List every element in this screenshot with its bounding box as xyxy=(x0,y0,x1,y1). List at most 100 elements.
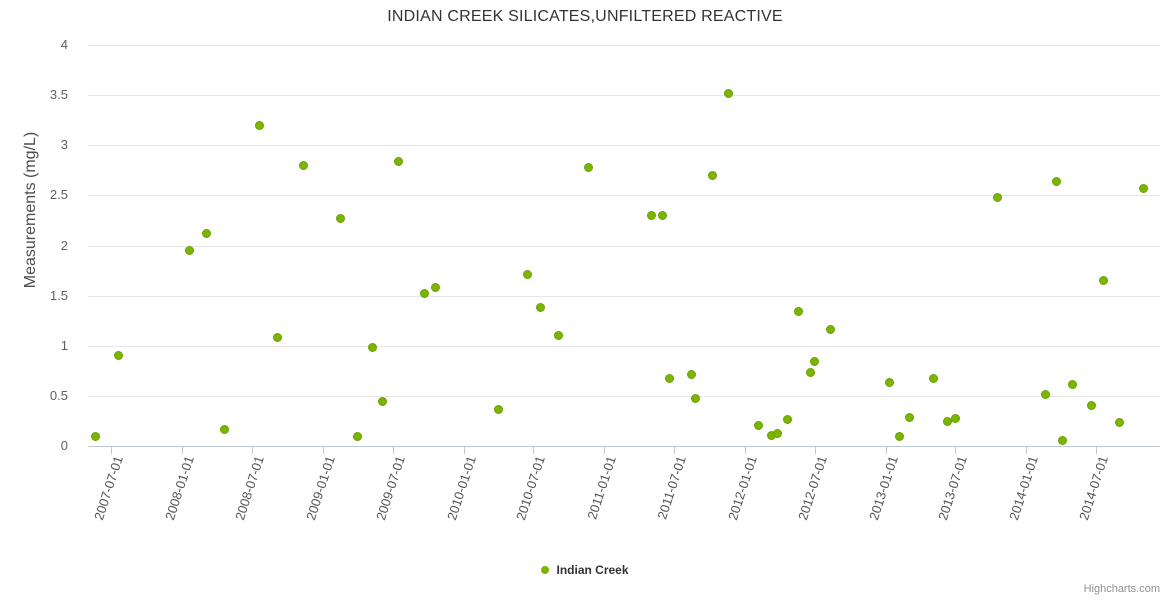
y-axis-tick-label: 2 xyxy=(60,237,68,253)
x-axis-tick-label: 2009-01-01 xyxy=(303,454,339,522)
x-axis-tick-label: 2010-01-01 xyxy=(443,454,479,522)
data-point[interactable] xyxy=(686,370,696,380)
data-point[interactable] xyxy=(805,368,815,378)
data-point[interactable] xyxy=(368,343,378,353)
data-point[interactable] xyxy=(782,415,792,425)
x-axis-tick-mark xyxy=(252,447,254,454)
data-point[interactable] xyxy=(255,120,265,130)
gridline xyxy=(88,295,1160,297)
data-point[interactable] xyxy=(431,283,441,293)
gridline xyxy=(88,345,1160,347)
x-axis-tick-label: 2008-01-01 xyxy=(162,454,198,522)
x-axis-tick-label: 2012-01-01 xyxy=(724,454,760,522)
x-axis-tick-mark xyxy=(182,447,184,454)
data-point[interactable] xyxy=(825,325,835,335)
data-point[interactable] xyxy=(90,432,100,442)
data-point[interactable] xyxy=(942,417,952,427)
x-axis-tick-mark xyxy=(1095,447,1097,454)
x-axis-tick-label: 2014-01-01 xyxy=(1006,454,1041,522)
data-point[interactable] xyxy=(536,303,546,313)
y-axis-tick-label: 1.5 xyxy=(49,287,68,303)
data-point[interactable] xyxy=(202,228,212,238)
x-axis-tick-label: 2009-07-01 xyxy=(372,454,408,522)
data-point[interactable] xyxy=(493,405,503,415)
data-point[interactable] xyxy=(393,156,403,166)
x-axis-tick-label: 2013-07-01 xyxy=(935,454,971,522)
x-axis-tick-mark xyxy=(533,447,535,454)
data-point[interactable] xyxy=(583,162,593,172)
x-axis-tick-label: 2007-07-01 xyxy=(91,454,127,522)
y-axis-tick-label: 1 xyxy=(60,337,68,353)
data-point[interactable] xyxy=(522,270,532,280)
highcharts-credits: Highcharts.com xyxy=(1083,583,1160,595)
data-point[interactable] xyxy=(993,192,1003,202)
x-axis-tick-mark xyxy=(1026,447,1028,454)
y-axis-tick-label: 3.5 xyxy=(49,87,68,103)
x-axis-tick-mark xyxy=(463,447,465,454)
data-point[interactable] xyxy=(554,331,564,341)
data-point[interactable] xyxy=(220,425,230,435)
legend-item[interactable]: Indian Creek xyxy=(541,563,629,577)
data-point[interactable] xyxy=(810,357,820,367)
data-point[interactable] xyxy=(378,397,388,407)
data-point[interactable] xyxy=(724,88,733,98)
data-point[interactable] xyxy=(353,432,363,442)
data-point[interactable] xyxy=(647,210,657,220)
gridline xyxy=(88,245,1160,247)
y-axis-tick-label: 2.5 xyxy=(49,187,68,203)
gridline xyxy=(88,195,1160,197)
x-axis-tick-label: 2008-07-01 xyxy=(232,454,268,522)
x-axis-line xyxy=(88,446,1160,447)
x-axis-tick-mark xyxy=(111,447,113,454)
y-axis-title: Measurements (mg/L) xyxy=(22,131,39,289)
x-axis-tick-label: 2014-07-01 xyxy=(1075,454,1111,522)
data-point[interactable] xyxy=(665,374,675,384)
data-point[interactable] xyxy=(657,210,667,220)
gridline xyxy=(88,145,1160,147)
data-point[interactable] xyxy=(419,289,429,299)
data-point[interactable] xyxy=(794,307,804,317)
chart-legend: Indian Creek xyxy=(0,563,1170,577)
data-point[interactable] xyxy=(884,378,894,388)
data-point[interactable] xyxy=(1067,380,1077,390)
y-axis-tick-label: 4 xyxy=(60,37,68,52)
x-axis-tick-label: 2013-01-01 xyxy=(865,454,901,522)
y-axis-tick-label: 0.5 xyxy=(49,387,68,403)
data-point[interactable] xyxy=(928,374,938,384)
x-axis-tick-mark xyxy=(604,447,606,454)
data-point[interactable] xyxy=(1138,183,1148,193)
data-point[interactable] xyxy=(772,429,782,439)
legend-item-label: Indian Creek xyxy=(556,563,629,577)
gridline xyxy=(88,395,1160,397)
x-axis-tick-label: 2011-07-01 xyxy=(654,454,689,522)
data-point[interactable] xyxy=(336,213,345,223)
data-point[interactable] xyxy=(905,413,915,423)
x-axis-tick-mark xyxy=(673,447,675,454)
x-axis-tick-mark xyxy=(392,447,394,454)
data-point[interactable] xyxy=(950,414,960,424)
x-axis-tick-mark xyxy=(885,447,887,454)
x-axis-tick-label: 2011-01-01 xyxy=(584,454,620,522)
data-point[interactable] xyxy=(1057,436,1067,446)
data-point[interactable] xyxy=(1051,176,1061,186)
data-point[interactable] xyxy=(298,160,308,170)
data-point[interactable] xyxy=(1086,401,1096,411)
data-point[interactable] xyxy=(894,432,904,442)
gridline xyxy=(88,95,1160,97)
data-point[interactable] xyxy=(1098,276,1108,286)
data-point[interactable] xyxy=(690,394,700,404)
data-point[interactable] xyxy=(185,246,195,255)
data-point[interactable] xyxy=(273,333,283,343)
data-point[interactable] xyxy=(1115,418,1125,428)
y-axis-tick-label: 0 xyxy=(60,438,68,453)
plot-area: 0 0.5 1 1.5 2 2.5 3 3.5 4 xyxy=(50,37,1160,453)
data-point[interactable] xyxy=(708,170,718,180)
legend-marker-icon xyxy=(541,566,550,574)
x-axis-tick-mark xyxy=(744,447,746,454)
x-axis-tick-mark xyxy=(323,447,325,454)
data-point[interactable] xyxy=(1040,390,1050,400)
data-point[interactable] xyxy=(753,421,763,431)
gridline xyxy=(88,45,1160,46)
data-point[interactable] xyxy=(114,351,124,361)
